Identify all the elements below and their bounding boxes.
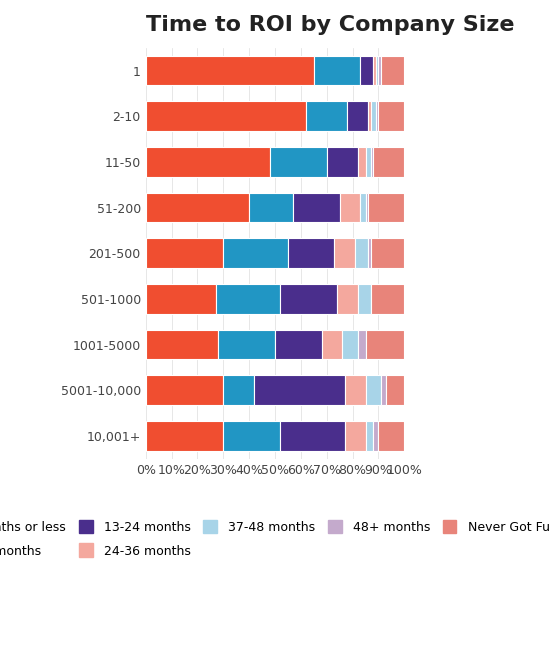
Bar — [146, 238, 223, 268]
Bar — [376, 101, 378, 131]
Bar — [373, 147, 404, 176]
Bar — [322, 330, 342, 359]
Bar — [368, 101, 371, 131]
Bar — [146, 193, 249, 222]
Bar — [366, 375, 381, 405]
Bar — [371, 147, 373, 176]
Bar — [348, 101, 368, 131]
Bar — [381, 375, 386, 405]
Bar — [386, 375, 404, 405]
Bar — [371, 101, 376, 131]
Bar — [337, 284, 358, 314]
Bar — [355, 238, 368, 268]
Bar — [358, 330, 366, 359]
Bar — [146, 330, 218, 359]
Bar — [280, 421, 345, 451]
Bar — [340, 193, 360, 222]
Bar — [366, 421, 373, 451]
Bar — [360, 193, 366, 222]
Bar — [366, 330, 404, 359]
Bar — [373, 421, 378, 451]
Bar — [378, 421, 404, 451]
Bar — [223, 375, 254, 405]
Bar — [366, 147, 371, 176]
Bar — [249, 193, 293, 222]
Bar — [306, 101, 348, 131]
Bar — [371, 238, 404, 268]
Bar — [358, 147, 366, 176]
Bar — [373, 56, 376, 85]
Bar — [146, 147, 270, 176]
Bar — [223, 421, 280, 451]
Bar — [293, 193, 340, 222]
Bar — [280, 284, 337, 314]
Bar — [146, 421, 223, 451]
Bar — [368, 193, 404, 222]
Bar — [216, 284, 280, 314]
Bar — [254, 375, 345, 405]
Bar — [146, 375, 223, 405]
Bar — [342, 330, 358, 359]
Text: Time to ROI by Company Size: Time to ROI by Company Size — [146, 15, 514, 35]
Bar — [334, 238, 355, 268]
Bar — [376, 56, 378, 85]
Bar — [146, 101, 306, 131]
Bar — [360, 56, 373, 85]
Legend: 6 months or less, 7-12 months, 13-24 months, 24-36 months, 37-48 months, 48+ mon: 6 months or less, 7-12 months, 13-24 mon… — [0, 514, 550, 564]
Bar — [314, 56, 360, 85]
Bar — [371, 284, 404, 314]
Bar — [378, 101, 404, 131]
Bar — [270, 147, 327, 176]
Bar — [378, 56, 381, 85]
Bar — [218, 330, 275, 359]
Bar — [345, 375, 366, 405]
Bar — [275, 330, 322, 359]
Bar — [345, 421, 366, 451]
Bar — [146, 56, 314, 85]
Bar — [358, 284, 371, 314]
Bar — [146, 284, 216, 314]
Bar — [366, 193, 368, 222]
Bar — [327, 147, 358, 176]
Bar — [288, 238, 334, 268]
Bar — [381, 56, 404, 85]
Bar — [368, 238, 371, 268]
Bar — [223, 238, 288, 268]
